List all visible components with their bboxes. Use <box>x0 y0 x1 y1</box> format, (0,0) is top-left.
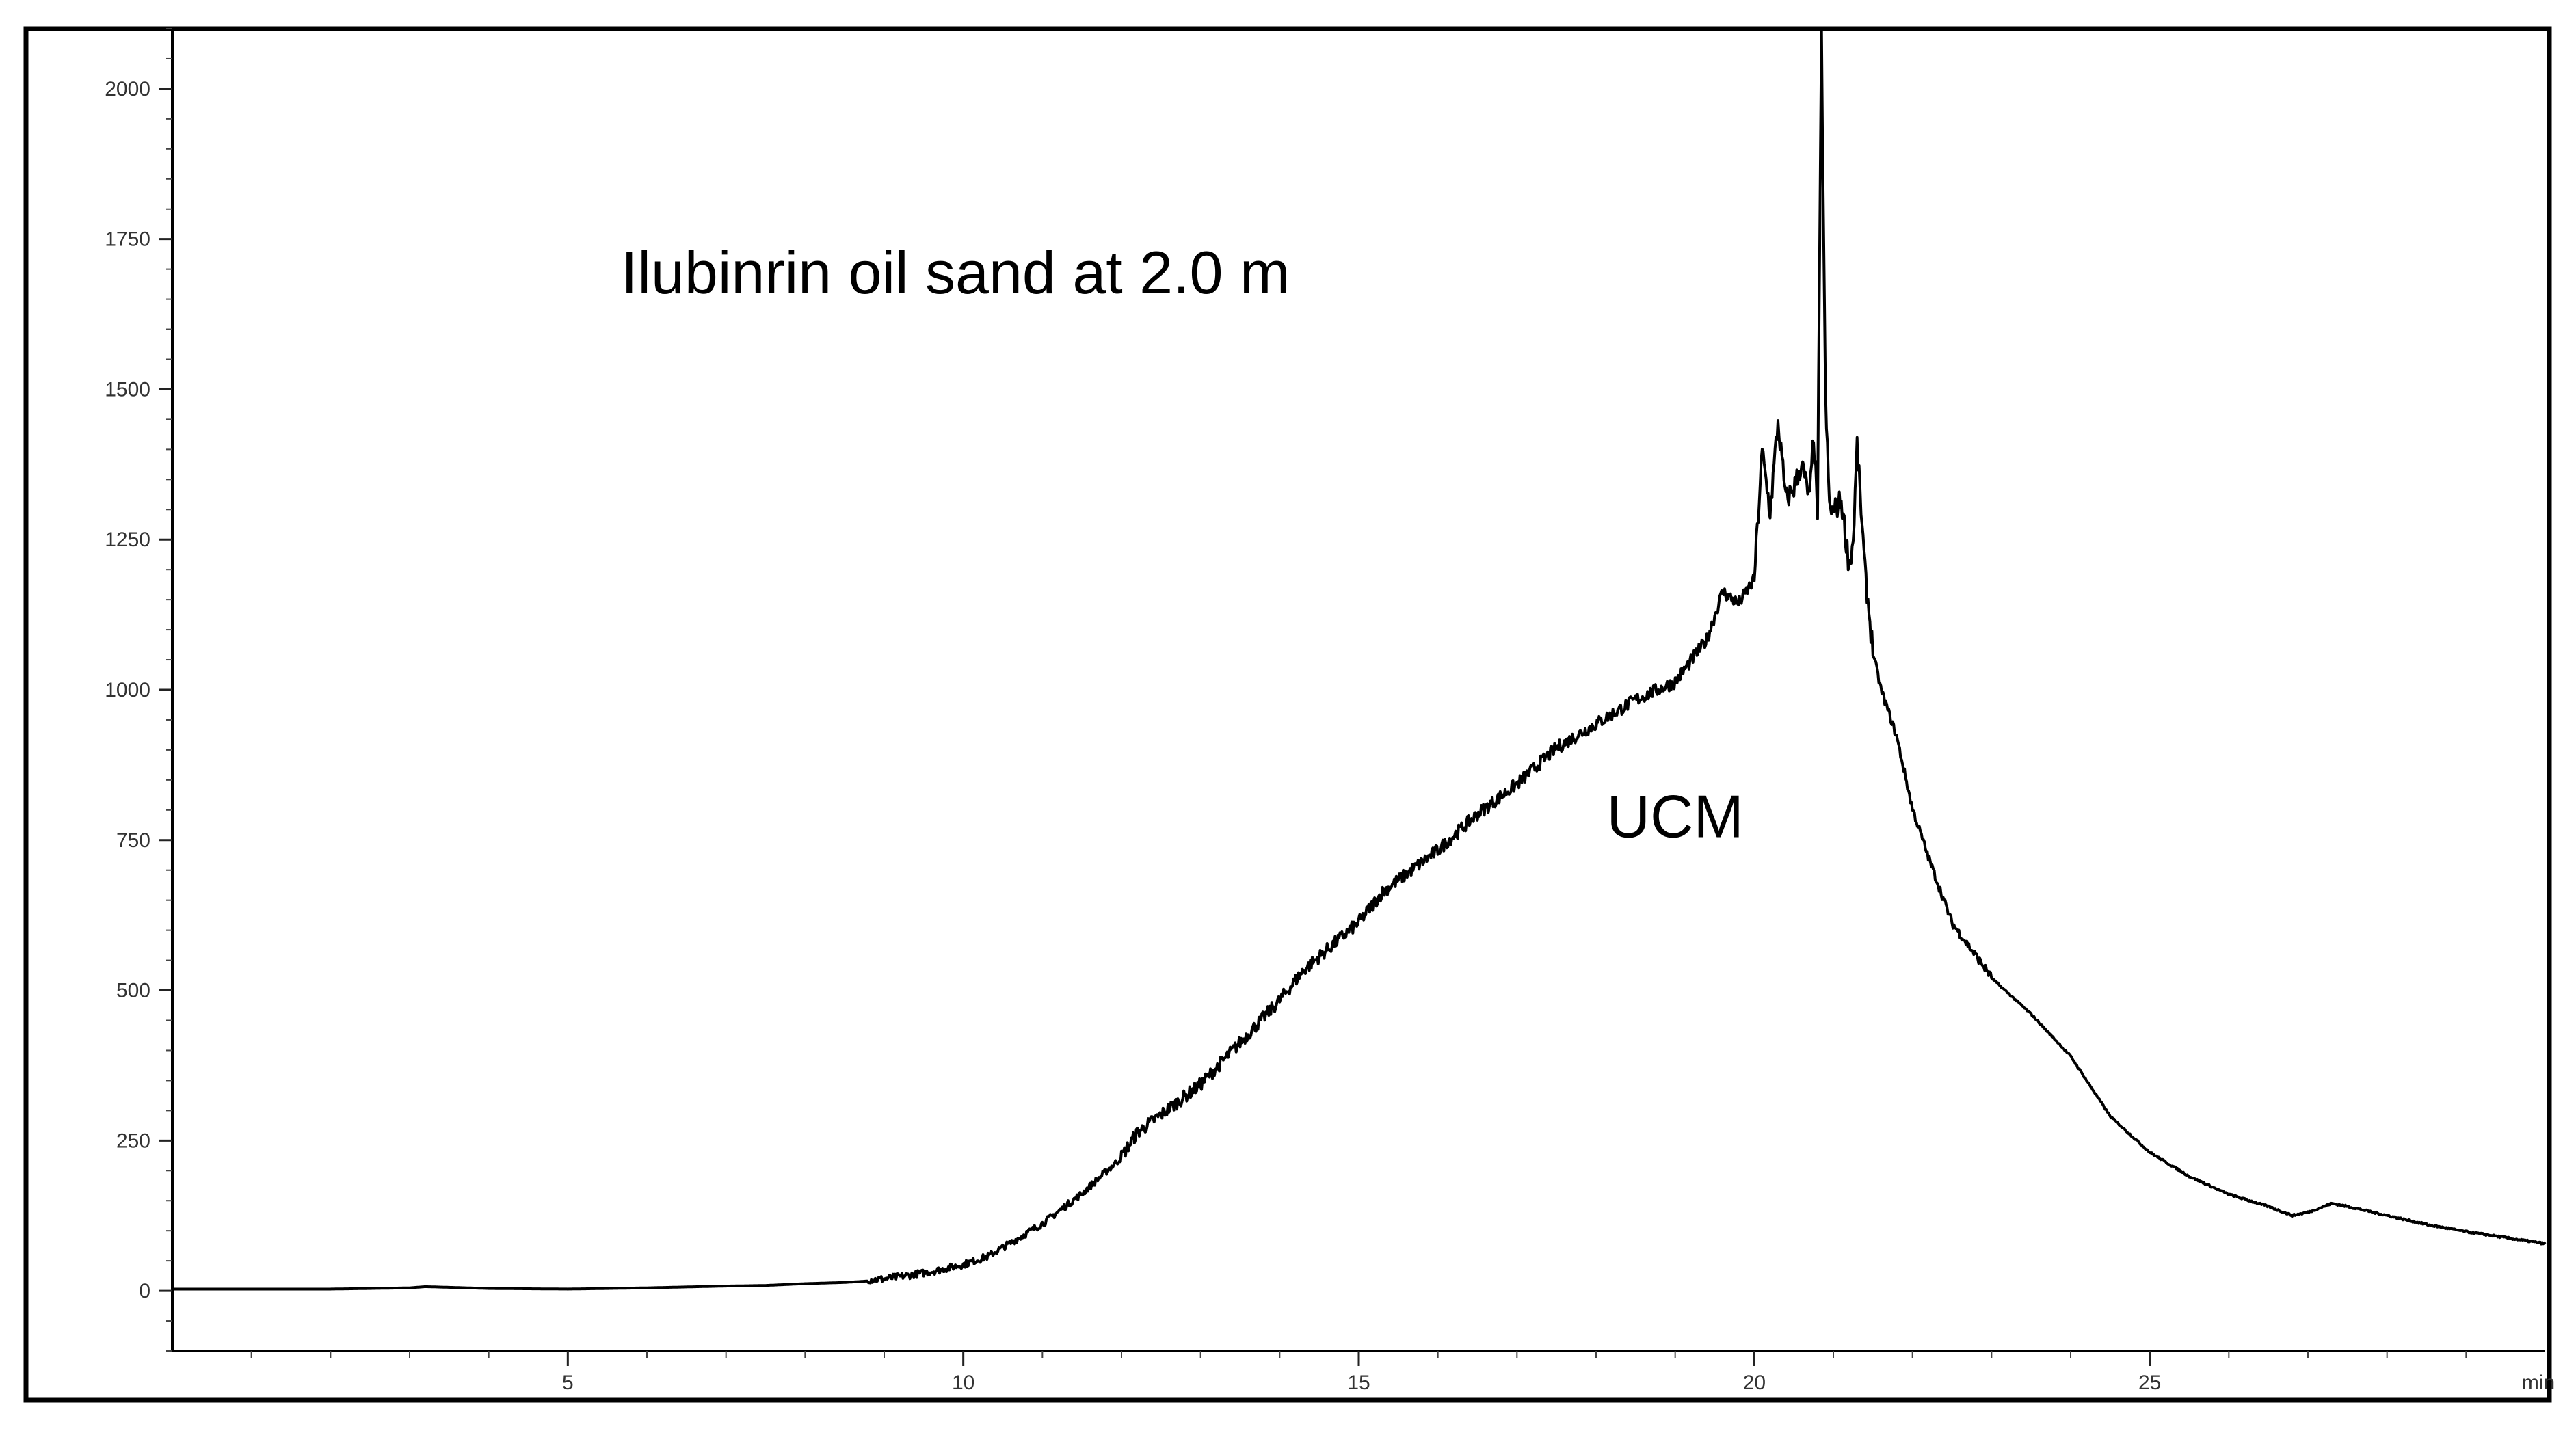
annotation-layer: Ilubinrin oil sand at 2.0 m UCM <box>621 239 1744 851</box>
y-tick-label: 1000 <box>105 679 150 701</box>
x-tick-label: 20 <box>1743 1371 1766 1394</box>
x-tick-label: 15 <box>1347 1371 1370 1394</box>
ucm-annotation: UCM <box>1606 782 1743 850</box>
chromatogram-trace-0 <box>172 28 2547 1291</box>
x-tick-label: 25 <box>2138 1371 2161 1394</box>
x-tick-label: 5 <box>562 1371 574 1394</box>
x-unit-label: min <box>2522 1371 2555 1394</box>
y-tick-label: 750 <box>116 829 150 852</box>
y-tick-label: 250 <box>116 1129 150 1152</box>
y-tick-label: 1500 <box>105 378 150 401</box>
y-tick-label: 1750 <box>105 228 150 251</box>
x-tick-label: 10 <box>952 1371 974 1394</box>
y-tick-label: 0 <box>139 1280 150 1302</box>
sample-annotation: Ilubinrin oil sand at 2.0 m <box>621 239 1290 306</box>
y-tick-label: 500 <box>116 980 150 1002</box>
y-tick-label: 1250 <box>105 528 150 551</box>
plot-layer: 0 250 500 750 1000 1250 1500 1750 2000 5 10 15 20 25 m… <box>105 28 2555 1394</box>
y-tick-label: 2000 <box>105 78 150 101</box>
outer-frame <box>23 26 2552 1403</box>
